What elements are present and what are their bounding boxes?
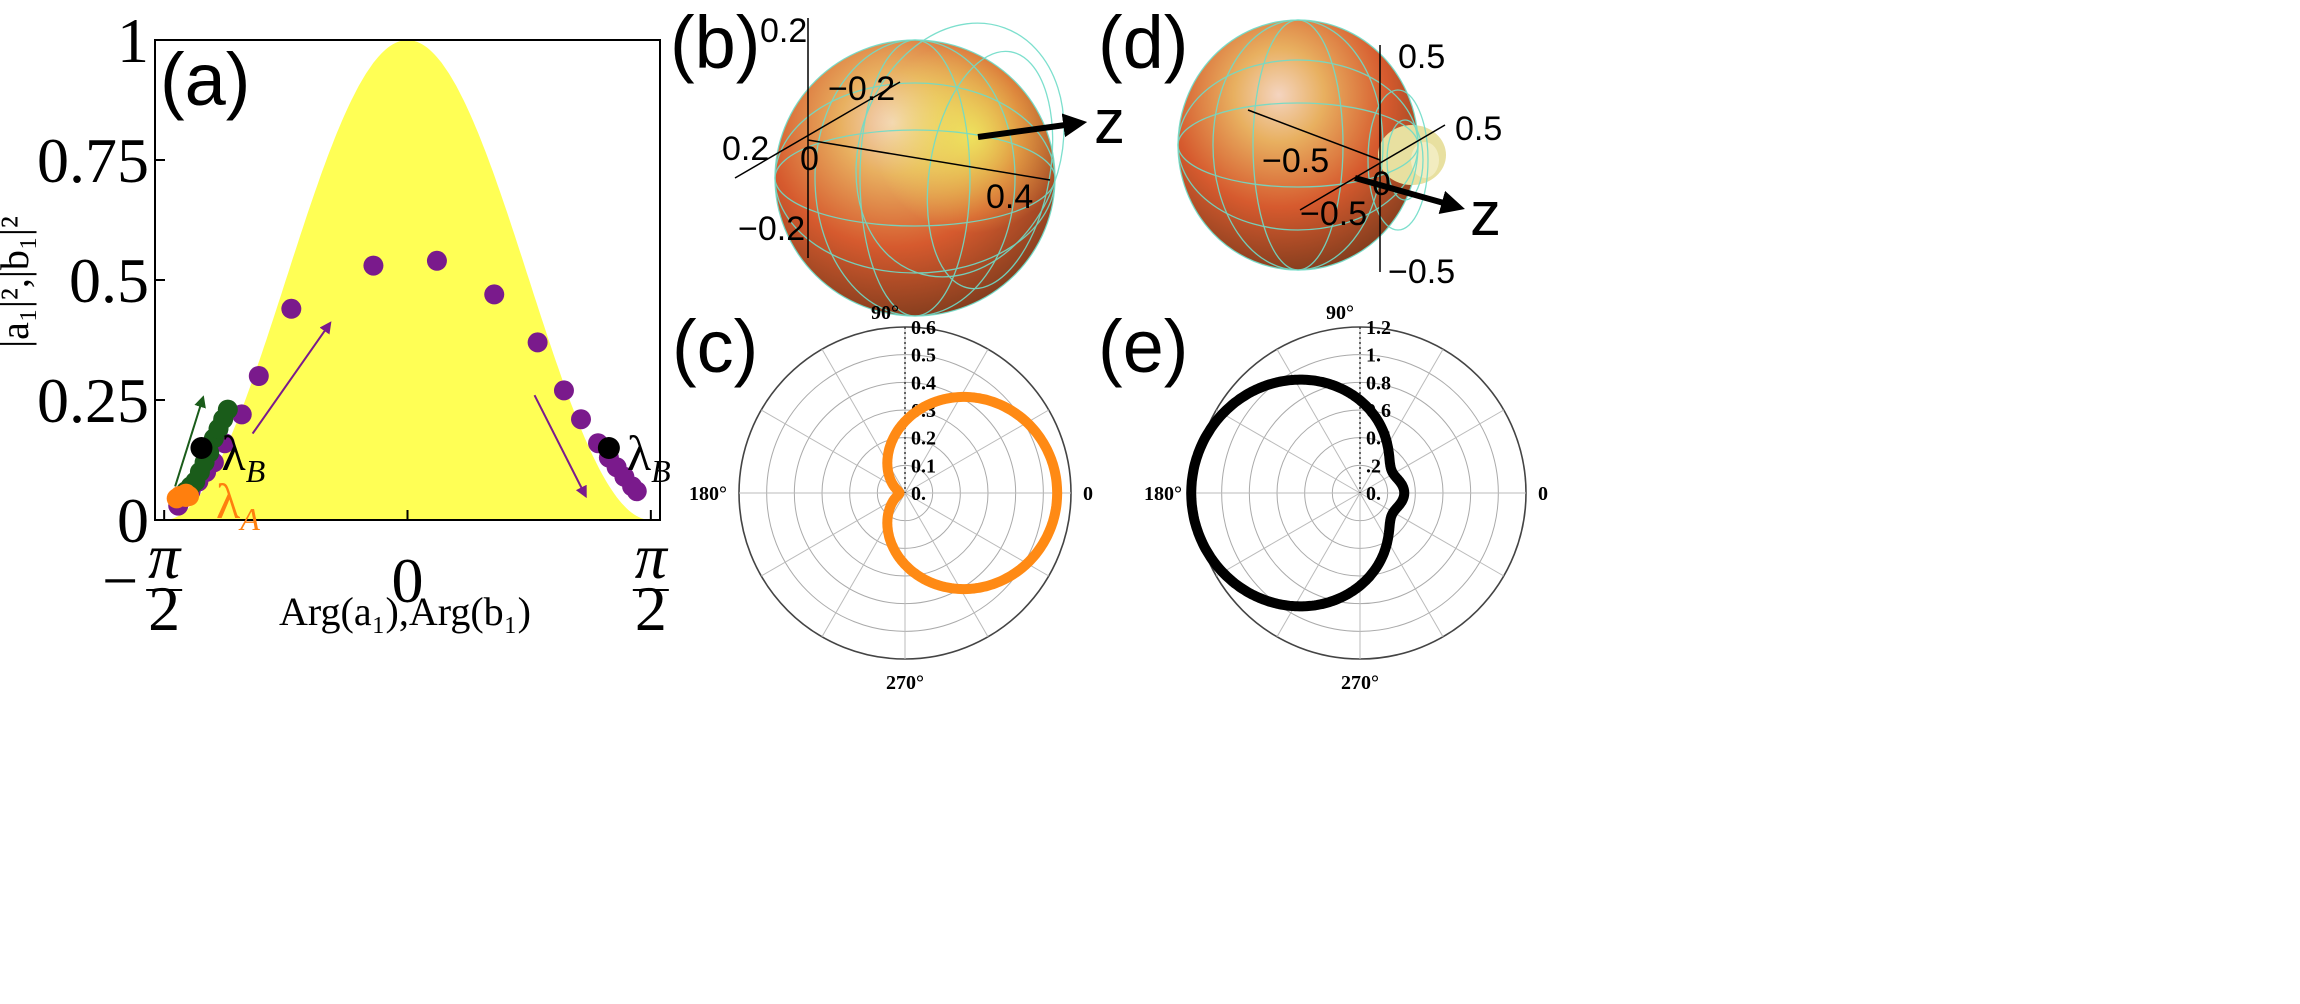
polar-spoke xyxy=(1215,409,1361,494)
y-tick-label: 0.25 xyxy=(37,365,149,436)
data-point xyxy=(248,366,269,386)
radial-tick-label: 0.6 xyxy=(911,317,936,339)
polar-spoke xyxy=(1359,492,1444,638)
panel-label-a: (a) xyxy=(160,38,250,121)
radial-tick-label: 0.5 xyxy=(911,345,936,367)
axis-label-b-1: 0.2 xyxy=(760,12,807,50)
panel-label-b: (b) xyxy=(670,1,760,84)
sphere-b xyxy=(734,18,1088,317)
axis-label-b-3: 0.2 xyxy=(722,130,769,168)
polar-spoke xyxy=(760,492,906,577)
polar-spoke xyxy=(904,348,989,494)
x-tick-den: 2 xyxy=(148,573,180,644)
y-tick-label: 0 xyxy=(117,485,149,556)
data-point xyxy=(363,255,384,276)
cos-squared-envelope xyxy=(164,40,651,520)
axis-label-b-6: −0.2 xyxy=(738,210,805,248)
panel-d-3d-pattern: 0.5 0.5 −0.5 0 −0.5 −0.5 z (d) xyxy=(1098,1,1502,291)
radial-tick-label: 0.2 xyxy=(911,428,936,450)
panel-label-d: (d) xyxy=(1098,1,1188,84)
polar-spoke xyxy=(1359,409,1505,494)
data-point xyxy=(570,409,591,430)
angle-label-bottom: 270° xyxy=(1341,672,1379,694)
radial-tick-label: 0. xyxy=(1366,483,1381,505)
y-tick-label: 0.5 xyxy=(69,245,149,316)
x-tick-label: 0 xyxy=(392,545,424,616)
angle-label-left: 180° xyxy=(689,483,727,505)
x-tick-label: − π2 xyxy=(102,521,183,644)
panel-b-3d-pattern: 0.2 −0.2 0.2 0 0.4 −0.2 z (b) xyxy=(670,1,1125,317)
radial-tick-label: .2 xyxy=(1366,455,1381,477)
sphere-d xyxy=(1177,19,1465,272)
z-label-b: z xyxy=(1094,88,1125,157)
highlight-label: λB xyxy=(627,425,671,489)
z-direction-arrow xyxy=(1354,175,1465,214)
data-point xyxy=(527,332,548,353)
trend-arrow xyxy=(174,395,206,487)
data-point xyxy=(426,250,447,271)
z-label-d: z xyxy=(1470,180,1501,249)
radial-tick-label: 0.1 xyxy=(911,455,936,477)
highlight-point xyxy=(174,485,197,507)
radial-tick-label: 0.8 xyxy=(1366,372,1391,394)
x-tick-label: π2 xyxy=(632,521,669,644)
axis-label-d-1: 0.5 xyxy=(1398,38,1445,76)
polar-spoke xyxy=(1215,492,1361,577)
x-ticks: − π2 0 π2 xyxy=(102,510,669,644)
axis-label-d-4: 0 xyxy=(1372,165,1391,203)
axis-label-d-3: −0.5 xyxy=(1262,142,1329,180)
data-point xyxy=(484,284,505,305)
radial-tick-label: 0. xyxy=(911,483,926,505)
axis-label-d-2: 0.5 xyxy=(1455,110,1502,148)
data-point xyxy=(553,380,574,401)
radial-tick-label: 0.4 xyxy=(911,372,936,394)
x-axis-label: Arg(a₁),Arg(b₁) xyxy=(279,589,531,634)
panel-label-c: (c) xyxy=(672,305,758,388)
polar-spoke xyxy=(904,492,989,638)
axis-label-b-4: 0 xyxy=(800,140,819,178)
data-point xyxy=(217,399,238,420)
polar-spoke xyxy=(1276,348,1361,494)
radial-tick-label: 1. xyxy=(1366,345,1381,367)
trend-arrow xyxy=(533,394,587,499)
polar-spoke xyxy=(760,409,906,494)
x-tick-sign: − xyxy=(102,545,138,616)
angle-label-left: 180° xyxy=(1144,483,1182,505)
y-ticks: 0 0.25 0.5 0.75 1 xyxy=(37,5,165,556)
polar-spoke xyxy=(1276,492,1361,638)
angle-label-top: 90° xyxy=(871,302,899,324)
data-point xyxy=(281,298,302,319)
x-tick-den: 2 xyxy=(635,573,667,644)
data-point xyxy=(626,481,647,502)
polar-spoke xyxy=(1359,348,1444,494)
trend-arrows xyxy=(174,321,587,499)
panel-label-e: (e) xyxy=(1098,305,1188,388)
y-axis-label: |a₁|²,|b₁|² xyxy=(0,216,37,348)
polar-spoke xyxy=(1359,492,1505,577)
x-tick-num: π xyxy=(148,521,182,592)
highlight-point xyxy=(597,437,620,459)
axis-label-d-6: −0.5 xyxy=(1388,253,1455,291)
trend-arrow xyxy=(251,321,332,435)
angle-label-right: 0 xyxy=(1538,483,1548,505)
angle-label-top: 90° xyxy=(1326,302,1354,324)
y-tick-label: 1 xyxy=(117,5,149,76)
radial-tick-label: 1.2 xyxy=(1366,317,1391,339)
radiation-pattern-curve xyxy=(1186,374,1410,612)
angle-label-bottom: 270° xyxy=(886,672,924,694)
axis-label-d-5: −0.5 xyxy=(1300,195,1367,233)
axis-label-b-2: −0.2 xyxy=(828,70,895,108)
highlight-point xyxy=(190,437,213,459)
x-tick-num: π xyxy=(635,521,669,592)
axis-label-b-5: 0.4 xyxy=(986,178,1033,216)
z-direction-arrow xyxy=(977,113,1088,140)
radiation-pattern-curve xyxy=(882,391,1063,595)
angle-label-right: 0 xyxy=(1083,483,1093,505)
y-tick-label: 0.75 xyxy=(37,125,149,196)
